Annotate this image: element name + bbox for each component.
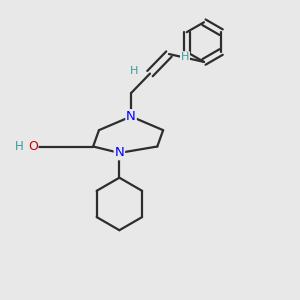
Text: H: H: [130, 66, 138, 76]
Text: N: N: [115, 146, 124, 159]
Text: H: H: [181, 52, 189, 62]
Text: N: N: [126, 110, 136, 123]
Text: O: O: [28, 140, 38, 153]
Text: H: H: [15, 140, 24, 153]
